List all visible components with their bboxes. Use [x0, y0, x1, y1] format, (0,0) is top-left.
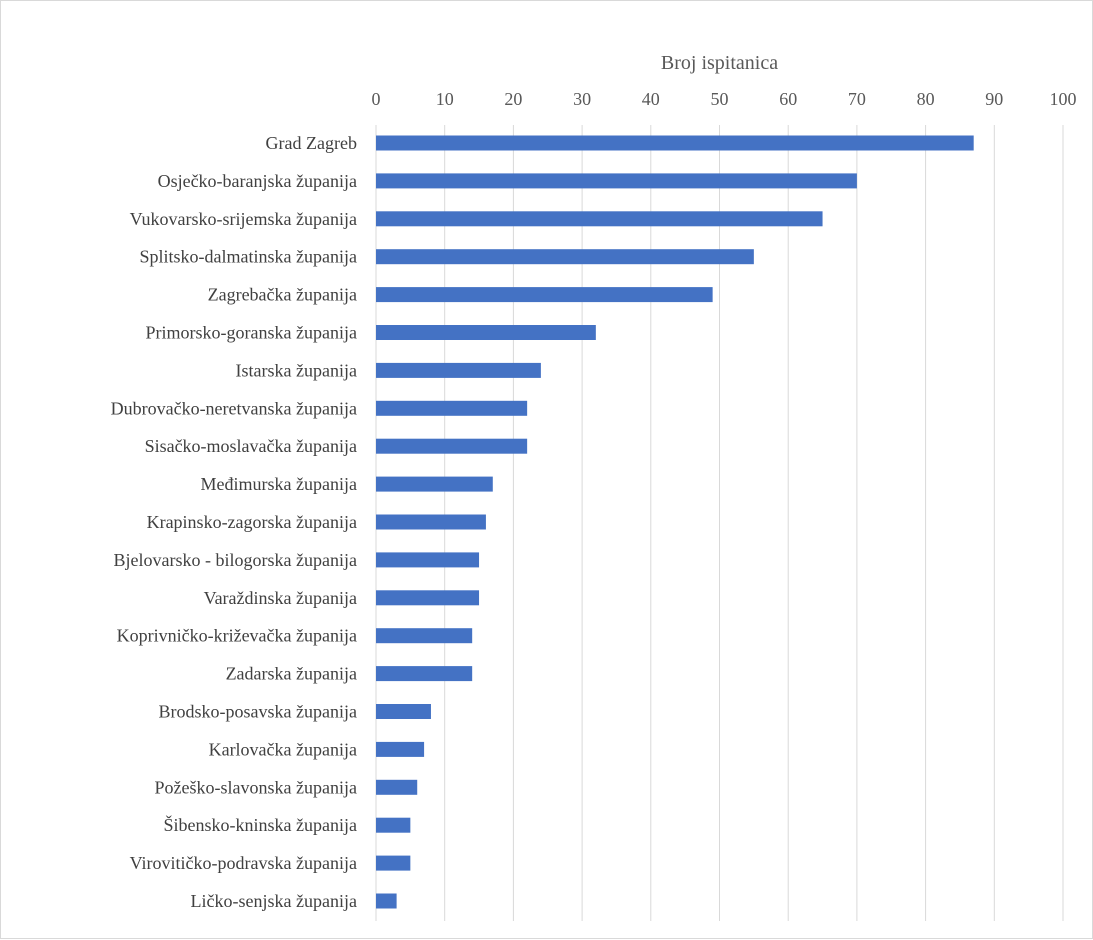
- bar: [376, 476, 493, 492]
- bar: [376, 704, 431, 719]
- category-label: Sisačko-moslavačka županija: [145, 436, 357, 456]
- bar: [376, 325, 596, 340]
- category-label: Ličko-senjska županija: [191, 891, 357, 911]
- x-tick-label: 60: [779, 89, 797, 109]
- bar: [376, 552, 480, 568]
- bar: [376, 362, 541, 378]
- bar: [376, 666, 473, 682]
- category-label: Karlovačka županija: [209, 739, 357, 759]
- category-label: Vukovarsko-srijemska županija: [130, 209, 357, 229]
- category-labels: Grad Zagreb Osječko-baranjska županija Vuk…: [111, 133, 357, 911]
- bars: [376, 135, 974, 909]
- x-tick-label: 50: [711, 89, 729, 109]
- category-label: Brodsko-posavska županija: [159, 702, 357, 722]
- x-tick-label: 10: [436, 89, 454, 109]
- x-tick-label: 0: [372, 89, 381, 109]
- x-axis-title: Broj ispitanica: [661, 52, 778, 74]
- category-label: Grad Zagreb: [266, 133, 357, 153]
- x-tick-label: 90: [985, 89, 1003, 109]
- category-label: Dubrovačko-neretvanska županija: [111, 398, 357, 418]
- bar: [376, 249, 754, 265]
- category-label: Šibensko-kninska županija: [164, 814, 357, 835]
- bar: [376, 287, 713, 303]
- bar: [376, 779, 418, 795]
- category-label: Zadarska županija: [226, 664, 357, 684]
- x-tick-label: 70: [848, 89, 866, 109]
- bar: [376, 855, 411, 871]
- x-tick-label: 40: [642, 89, 660, 109]
- category-label: Osječko-baranjska županija: [158, 171, 357, 191]
- bar: [376, 590, 480, 606]
- bar: [376, 173, 857, 189]
- category-label: Koprivničko-križevačka županija: [117, 626, 357, 646]
- category-label: Međimurska županija: [201, 474, 357, 494]
- category-label: Virovitičko-podravska županija: [130, 853, 357, 873]
- category-label: Požeško-slavonska županija: [155, 777, 357, 797]
- category-label: Splitsko-dalmatinska županija: [140, 247, 357, 267]
- bar: [376, 514, 486, 530]
- bar: [376, 400, 528, 416]
- category-label: Zagrebačka županija: [208, 285, 357, 305]
- category-label: Bjelovarsko - bilogorska županija: [114, 550, 357, 570]
- bar: [376, 893, 397, 909]
- x-tick-label: 100: [1050, 89, 1077, 109]
- bar: [376, 211, 823, 227]
- category-label: Varaždinska županija: [204, 588, 357, 608]
- x-tick-label: 20: [504, 89, 522, 109]
- x-tick-labels: 0 10 20 30 40 50 60 70 80 90 100: [372, 89, 1077, 109]
- bar: [376, 628, 473, 644]
- category-label: Istarska županija: [236, 360, 357, 380]
- x-tick-label: 30: [573, 89, 591, 109]
- x-tick-label: 80: [917, 89, 935, 109]
- bar: [376, 741, 425, 757]
- category-label: Krapinsko-zagorska županija: [147, 512, 357, 532]
- category-label: Primorsko-goranska županija: [146, 323, 357, 343]
- bar: [376, 817, 411, 833]
- bar: [376, 135, 974, 151]
- bar: [376, 438, 528, 454]
